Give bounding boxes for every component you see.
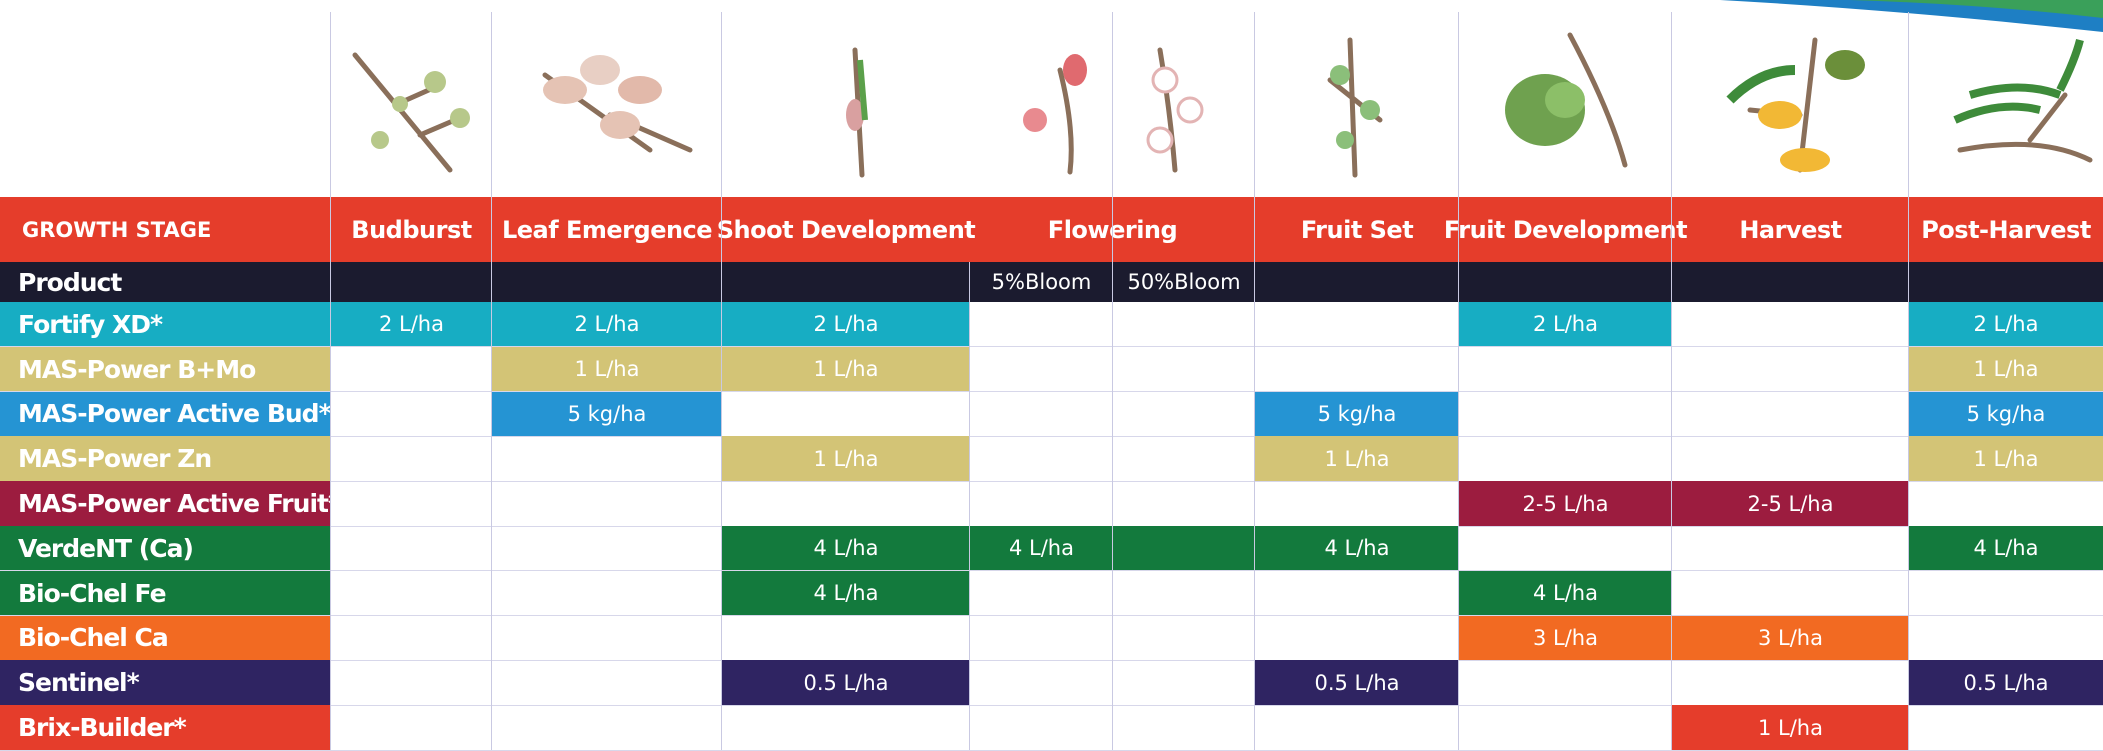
rate-cell: 1 L/ha [492,347,722,392]
page: (() => { const data = JSON.parse(documen… [0,0,2103,750]
rate-cell: 2-5 L/ha [1459,481,1672,526]
rate-cell: 2-5 L/ha [1672,481,1909,526]
rate-cell: 2 L/ha [1459,302,1672,347]
rate-cell: 0.5 L/ha [722,660,970,705]
product-name: Fortify XD* [0,302,331,347]
stage-header: Shoot Development [722,197,970,262]
rate-cell: 2 L/ha [722,302,970,347]
stage-header: Fruit Development [1459,197,1672,262]
column-divider [330,12,331,750]
rate-cell: 2 L/ha [1909,302,2103,347]
rate-cell: 1 L/ha [1909,436,2103,481]
buds [371,40,2080,172]
rate-cell: 1 L/ha [722,347,970,392]
product-name: MAS-Power Zn [0,436,331,481]
column-divider [969,262,970,750]
rate-cell: 4 L/ha [970,526,1113,571]
product-name: VerdeNT (Ca) [0,526,331,571]
rate-cell [1113,526,1255,571]
column-divider [721,12,722,750]
stage-header: Leaf Emergence [492,197,722,262]
rate-cell: 5 kg/ha [1909,392,2103,437]
product-name: Bio-Chel Ca [0,616,331,661]
rate-cell: 4 L/ha [1459,571,1672,616]
product-name: Bio-Chel Fe [0,571,331,616]
rate-cell: 0.5 L/ha [1255,660,1459,705]
stage-header: Harvest [1672,197,1909,262]
rate-cell: 4 L/ha [722,571,970,616]
product-label: Product [0,262,331,302]
column-divider [1112,12,1113,750]
rate-cell: 1 L/ha [1255,436,1459,481]
column-divider [1908,12,1909,750]
rate-cell: 5 kg/ha [492,392,722,437]
rate-cell: 4 L/ha [1909,526,2103,571]
stage-header: Fruit Set [1255,197,1459,262]
column-divider [1458,12,1459,750]
product-name: Sentinel* [0,660,331,705]
product-name: Brix-Builder* [0,705,331,750]
rate-cell: 3 L/ha [1672,616,1909,661]
stage-header: Post-Harvest [1909,197,2103,262]
column-divider [1254,12,1255,750]
rate-cell: 5 kg/ha [1255,392,1459,437]
rate-cell: 1 L/ha [1672,705,1909,750]
rate-cell: 4 L/ha [722,526,970,571]
product-name: MAS-Power Active Bud* [0,392,331,437]
product-name: MAS-Power B+Mo [0,347,331,392]
stage-header: Budburst [331,197,492,262]
stage-illustrations [0,0,2103,197]
sub-stage: 50%Bloom [1113,262,1255,302]
rate-cell: 1 L/ha [722,436,970,481]
corner-label: GROWTH STAGE [0,197,331,262]
column-divider [491,12,492,750]
rate-cell: 4 L/ha [1255,526,1459,571]
rate-cell: 2 L/ha [331,302,492,347]
rate-cell: 3 L/ha [1459,616,1672,661]
product-name: MAS-Power Active Fruit* [0,481,331,526]
sub-stage: 5%Bloom [970,262,1113,302]
rate-cell: 2 L/ha [492,302,722,347]
rate-cell: 1 L/ha [1909,347,2103,392]
rate-cell: 0.5 L/ha [1909,660,2103,705]
column-divider [1671,12,1672,750]
